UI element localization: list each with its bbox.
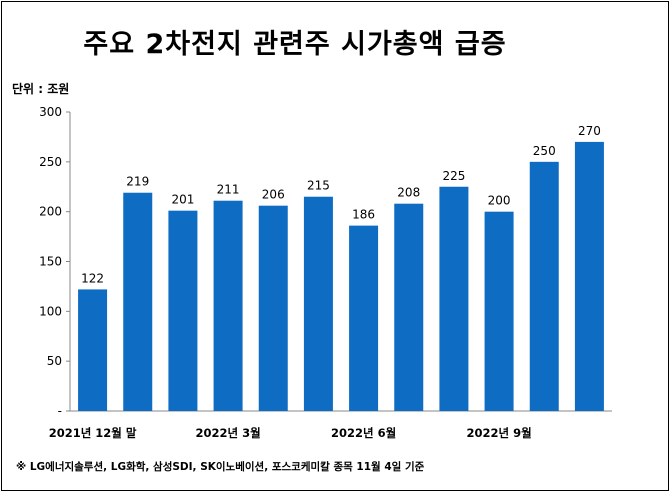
y-tick-label: 200 [39,205,62,219]
x-tick-label: 2022년 9월 [466,426,531,440]
x-tick-label: 2022년 6월 [331,426,396,440]
bar [529,161,559,411]
data-label: 270 [578,124,601,138]
bar [303,196,333,411]
data-label: 219 [126,175,149,189]
bar [574,141,604,411]
bar [484,211,514,411]
data-label: 250 [533,144,556,158]
data-label: 186 [352,208,375,222]
bar [258,205,288,411]
chart-title: 주요 2차전지 관련주 시가총액 급증 [83,29,507,60]
y-tick-label: 150 [39,255,62,269]
x-tick-label: 2022년 3월 [195,426,260,440]
data-label: 200 [488,194,511,208]
bar [78,289,108,411]
y-tick-label: 250 [39,155,62,169]
data-label: 201 [171,193,194,207]
data-label: 211 [217,183,240,197]
data-label: 206 [262,188,285,202]
data-label: 122 [81,271,104,285]
bar [439,186,469,411]
data-label: 225 [442,169,465,183]
unit-label: 단위 : 조원 [12,82,70,96]
bar [168,210,198,411]
bar [123,192,153,411]
footnote: ※ LG에너지솔루션, LG화학, 삼성SDI, SK이노베이션, 포스코케미칼… [16,461,425,473]
y-tick-label: 100 [39,304,62,318]
bar [349,225,379,411]
y-tick-label: - [58,404,62,418]
bar [394,203,424,411]
x-tick-label: 2021년 12월 말 [49,426,137,440]
bar [213,200,243,411]
y-tick-label: 300 [39,105,62,119]
y-tick-label: 50 [47,354,62,368]
data-label: 208 [397,186,420,200]
data-label: 215 [307,179,330,193]
